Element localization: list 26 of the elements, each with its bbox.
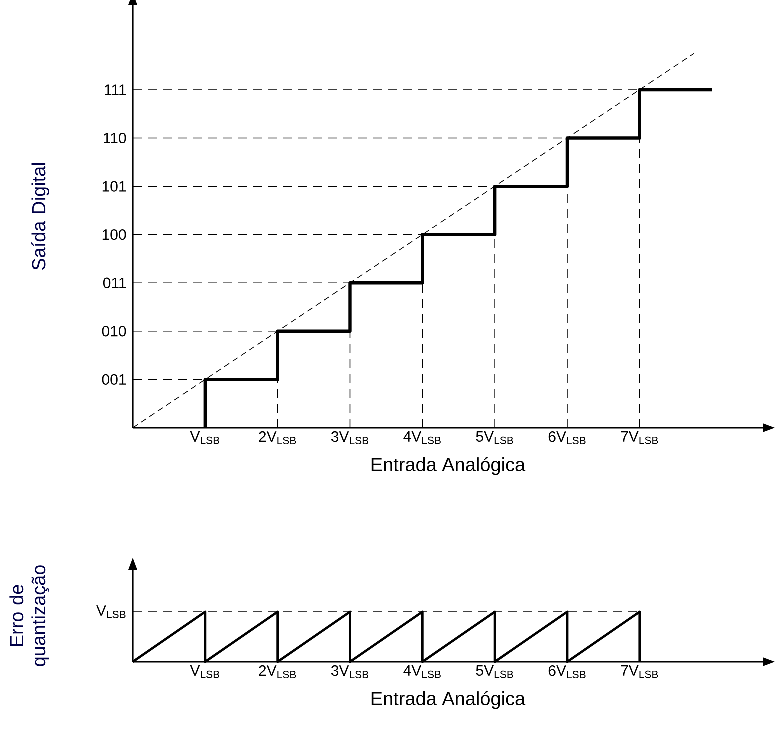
x-tick-label: 6V$_{LSB}$ bbox=[548, 432, 586, 444]
x-tick-label: 5V$_{LSB}$ bbox=[476, 666, 514, 678]
x-tick-label: V$_{LSB}$ bbox=[190, 432, 220, 444]
text: 110 bbox=[104, 132, 126, 144]
text: 011 bbox=[103, 278, 126, 288]
y-axis-title: Erro de quantização bbox=[10, 566, 50, 666]
x-tick-label: 7V$_{LSB}$ bbox=[621, 666, 658, 678]
x-axis-title: Entrada Analógica bbox=[372, 691, 526, 710]
ref-line-label: V$_{LSB}$ bbox=[96, 606, 126, 618]
x-axis-title: Entrada Analógica bbox=[372, 457, 526, 476]
x-tick-label: 5V$_{LSB}$ bbox=[476, 432, 514, 444]
x-tick-label: 3V$_{LSB}$ bbox=[331, 432, 369, 444]
text: 001 bbox=[102, 374, 126, 386]
x-tick-label: 6V$_{LSB}$ bbox=[548, 666, 586, 678]
x-tick-label: 2V$_{LSB}$ bbox=[259, 432, 296, 444]
text: 100 bbox=[102, 230, 126, 240]
x-tick-label: 2V$_{LSB}$ bbox=[259, 666, 296, 678]
x-tick-label: V$_{LSB}$ bbox=[190, 666, 220, 678]
y-axis-title: Saída Digital bbox=[32, 163, 50, 270]
x-tick-label: 3V$_{LSB}$ bbox=[331, 666, 369, 678]
text: 010 bbox=[102, 326, 126, 337]
text: 101 bbox=[102, 181, 126, 192]
x-tick-label: 4V$_{LSB}$ bbox=[404, 666, 441, 678]
x-tick-label: 7V$_{LSB}$ bbox=[621, 432, 658, 444]
text: 111 bbox=[105, 84, 126, 96]
x-tick-label: 4V$_{LSB}$ bbox=[404, 432, 441, 444]
